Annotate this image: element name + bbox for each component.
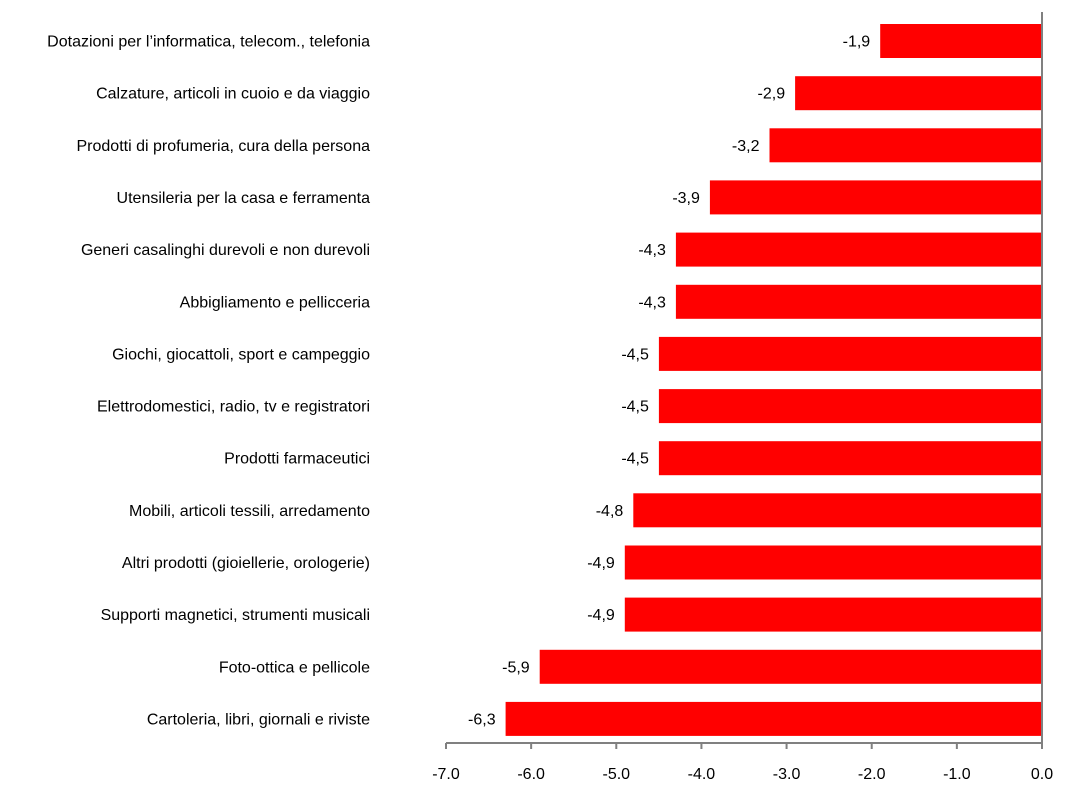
category-label: Prodotti farmaceutici xyxy=(224,451,370,468)
bar xyxy=(658,389,1042,424)
category-label: Supporti magnetici, strumenti musicali xyxy=(101,607,370,624)
value-label: -4,5 xyxy=(621,451,649,468)
value-label: -6,3 xyxy=(468,711,496,728)
axes xyxy=(446,12,1043,744)
value-label: -4,3 xyxy=(638,242,666,259)
category-label: Altri prodotti (gioiellerie, orologerie) xyxy=(122,555,370,572)
x-tick-label: -7.0 xyxy=(432,766,460,783)
x-axis-ticks: -7.0 -6.0 -5.0 -4.0 -3.0 -2.0 -1.0 0.0 xyxy=(432,743,1053,783)
category-label: Generi casalinghi durevoli e non durevol… xyxy=(81,242,370,259)
value-label: -4,8 xyxy=(596,503,624,520)
x-tick-label: 0.0 xyxy=(1031,766,1053,783)
bar xyxy=(633,493,1042,528)
value-labels: -1,9 -2,9 -3,2 -3,9 -4,3 -4,3 -4,5 -4,5 -4,5 -4,8… xyxy=(468,34,870,729)
bar xyxy=(624,545,1042,580)
x-tick-label: -3.0 xyxy=(773,766,801,783)
category-label: Utensileria per la casa e ferramenta xyxy=(117,190,371,207)
bar xyxy=(675,232,1042,267)
category-label: Dotazioni per l’informatica, telecom., t… xyxy=(47,34,370,51)
value-label: -5,9 xyxy=(502,659,530,676)
value-label: -4,9 xyxy=(587,555,615,572)
category-label: Mobili, articoli tessili, arredamento xyxy=(129,503,370,520)
category-label: Calzature, articoli in cuoio e da viaggi… xyxy=(96,86,370,103)
bar xyxy=(795,76,1042,111)
x-tick-label: -6.0 xyxy=(517,766,545,783)
bar xyxy=(539,649,1042,684)
category-label: Giochi, giocattoli, sport e campeggio xyxy=(112,346,370,363)
x-tick-label: -5.0 xyxy=(602,766,630,783)
category-label: Prodotti di profumeria, cura della perso… xyxy=(77,138,371,155)
bars-layer xyxy=(505,24,1043,736)
bar xyxy=(658,336,1042,371)
bar xyxy=(658,441,1042,476)
value-label: -3,9 xyxy=(672,190,700,207)
value-label: -3,2 xyxy=(732,138,760,155)
bar xyxy=(624,597,1042,632)
bar xyxy=(505,701,1043,736)
value-label: -4,5 xyxy=(621,399,649,416)
value-label: -4,5 xyxy=(621,346,649,363)
value-label: -4,3 xyxy=(638,294,666,311)
category-labels: Dotazioni per l’informatica, telecom., t… xyxy=(47,34,370,729)
bar xyxy=(709,180,1042,215)
category-label: Abbigliamento e pellicceria xyxy=(180,294,370,311)
bar xyxy=(769,128,1042,163)
x-tick-label: -4.0 xyxy=(688,766,716,783)
x-tick-label: -1.0 xyxy=(943,766,971,783)
category-label: Elettrodomestici, radio, tv e registrato… xyxy=(97,399,370,416)
value-label: -2,9 xyxy=(758,86,786,103)
category-label: Cartoleria, libri, giornali e riviste xyxy=(147,711,370,728)
category-label: Foto-ottica e pellicole xyxy=(219,659,370,676)
value-label: -1,9 xyxy=(843,34,871,51)
bar xyxy=(880,24,1042,58)
x-tick-label: -2.0 xyxy=(858,766,886,783)
value-label: -4,9 xyxy=(587,607,615,624)
bar xyxy=(675,284,1042,319)
